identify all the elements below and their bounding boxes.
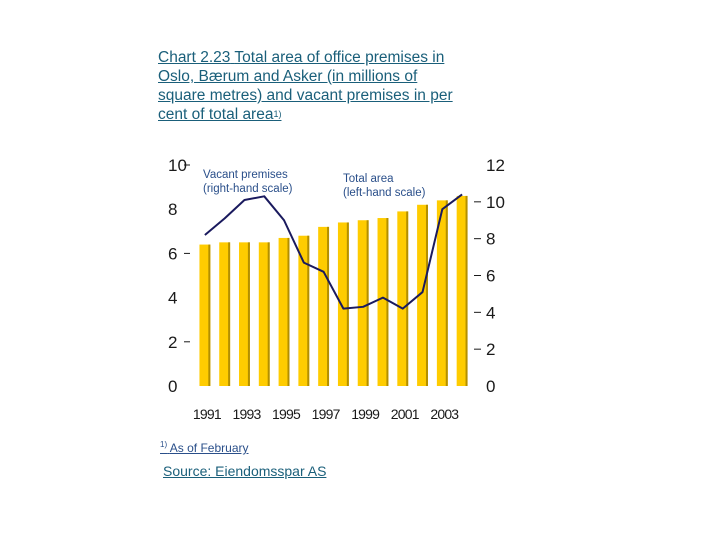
bar-1995 (278, 237, 290, 386)
x-tick-label-1991: 1991 (193, 406, 222, 422)
bar-shadow-2004 (465, 195, 468, 386)
bar-shadow-1994 (267, 242, 270, 386)
footnote-text: As of February (169, 441, 249, 455)
x-tick-label-1993: 1993 (232, 406, 261, 422)
legend-vacant-line1: Vacant premises (203, 169, 288, 181)
legend-total-line1: Total area (343, 173, 394, 185)
left-tick-label-8: 8 (168, 200, 177, 219)
title-footnote-mark: 1) (273, 109, 282, 119)
source-note: Source: Eiendomsspar AS (163, 463, 327, 479)
x-axis: 1991 1993 1995 1997 1999 2001 2003 (193, 406, 460, 422)
x-tick-label-1997: 1997 (312, 406, 341, 422)
footnote-mark: 1) (160, 440, 168, 449)
x-tick-label-1995: 1995 (272, 406, 301, 422)
chart-title-prefix: Chart 2.23 (158, 49, 231, 66)
bar-shadow-1999 (366, 220, 369, 386)
left-tick-label-2: 2 (168, 333, 177, 352)
right-tick-label-10: 10 (486, 193, 505, 212)
bar-shadow-1993 (247, 242, 250, 386)
bar-2002 (417, 204, 428, 386)
right-tick-label-4: 4 (486, 303, 495, 322)
bar-2001 (397, 211, 409, 386)
bar-2000 (377, 218, 389, 386)
bar-1999 (357, 220, 369, 386)
bar-1992 (219, 242, 231, 386)
legend-vacant: Vacant premises (right-hand scale) (203, 168, 292, 196)
right-axis: 0 2 4 6 8 10 12 (474, 156, 505, 396)
bar-shadow-1998 (346, 222, 349, 386)
bar-shadow-1992 (228, 242, 231, 386)
footnote: 1) As of February (160, 440, 249, 455)
bar-series-total-area (199, 195, 468, 386)
right-tick-label-12: 12 (486, 156, 505, 175)
bar-1993 (239, 242, 250, 386)
chart-title-text: Total area of office premises in Oslo, B… (158, 49, 453, 123)
left-tick-label-6: 6 (168, 244, 177, 263)
line-series-vacant (204, 193, 463, 310)
bar-shadow-2000 (386, 218, 389, 386)
chart-title: Chart 2.23 Total area of office premises… (158, 48, 458, 124)
left-tick-label-0: 0 (168, 377, 177, 396)
legend-total-line2: (left-hand scale) (343, 187, 426, 199)
right-tick-label-0: 0 (486, 377, 495, 396)
bar-shadow-1997 (327, 226, 330, 386)
bar-shadow-1995 (287, 237, 290, 386)
x-tick-label-2001: 2001 (391, 406, 420, 422)
bar-shadow-2003 (445, 200, 448, 386)
right-tick-label-6: 6 (486, 267, 495, 286)
bar-1996 (298, 235, 310, 386)
vacant-line (204, 193, 463, 310)
bar-1997 (318, 226, 330, 386)
bar-1998 (337, 222, 349, 386)
x-tick-label-1999: 1999 (351, 406, 380, 422)
left-tick-label-4: 4 (168, 289, 177, 308)
bar-2003 (436, 200, 448, 386)
bar-shadow-1991 (208, 244, 211, 386)
bar-1994 (258, 242, 270, 386)
left-tick-label-10: 10 (168, 156, 187, 175)
legend-total: Total area (left-hand scale) (343, 172, 425, 200)
bar-1991 (199, 244, 211, 386)
right-tick-label-2: 2 (486, 340, 495, 359)
left-axis: 0 2 4 6 8 10 (168, 156, 190, 396)
bar-shadow-2002 (425, 204, 428, 386)
bar-2004 (456, 195, 468, 386)
x-tick-label-2003: 2003 (430, 406, 459, 422)
right-tick-label-8: 8 (486, 230, 495, 249)
bar-shadow-1996 (307, 235, 310, 386)
bar-shadow-2001 (406, 211, 409, 386)
legend-vacant-line2: (right-hand scale) (203, 183, 293, 195)
